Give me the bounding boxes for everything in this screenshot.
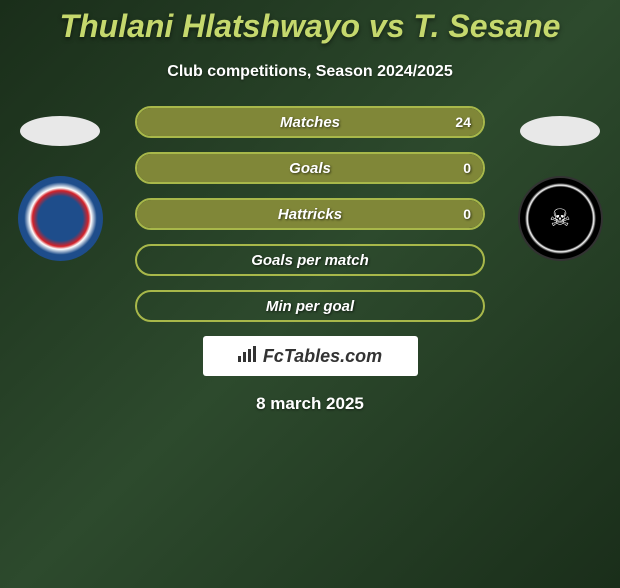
- stat-bar-goals-per-match: Goals per match: [135, 244, 485, 276]
- stat-bar-min-per-goal: Min per goal: [135, 290, 485, 322]
- stat-label: Matches: [280, 114, 340, 131]
- main-content: Matches 24 Goals 0 Hattricks 0 Goals per…: [10, 116, 610, 322]
- stat-value-right: 0: [463, 206, 471, 222]
- stat-label: Hattricks: [278, 206, 342, 223]
- stat-label: Goals per match: [251, 252, 369, 269]
- stat-bar-goals: Goals 0: [135, 152, 485, 184]
- player1-column: [10, 116, 110, 261]
- stat-label: Goals: [289, 160, 331, 177]
- date-text: 8 march 2025: [10, 394, 610, 414]
- player2-silhouette: [520, 116, 600, 146]
- page-title: Thulani Hlatshwayo vs T. Sesane: [10, 8, 610, 45]
- branding-text: FcTables.com: [263, 346, 382, 367]
- player2-club-badge: ☠: [518, 176, 603, 261]
- branding-badge[interactable]: FcTables.com: [203, 336, 418, 376]
- player1-silhouette: [20, 116, 100, 146]
- stat-bar-matches: Matches 24: [135, 106, 485, 138]
- comparison-container: Thulani Hlatshwayo vs T. Sesane Club com…: [0, 8, 620, 414]
- stat-label: Min per goal: [266, 298, 354, 315]
- stat-bar-hattricks: Hattricks 0: [135, 198, 485, 230]
- stat-value-right: 24: [455, 114, 471, 130]
- subtitle: Club competitions, Season 2024/2025: [10, 63, 610, 81]
- stats-column: Matches 24 Goals 0 Hattricks 0 Goals per…: [110, 106, 510, 322]
- player2-column: ☠: [510, 116, 610, 261]
- chart-icon: [238, 346, 258, 367]
- stat-value-right: 0: [463, 160, 471, 176]
- skull-icon: ☠: [549, 204, 571, 233]
- player1-club-badge: [18, 176, 103, 261]
